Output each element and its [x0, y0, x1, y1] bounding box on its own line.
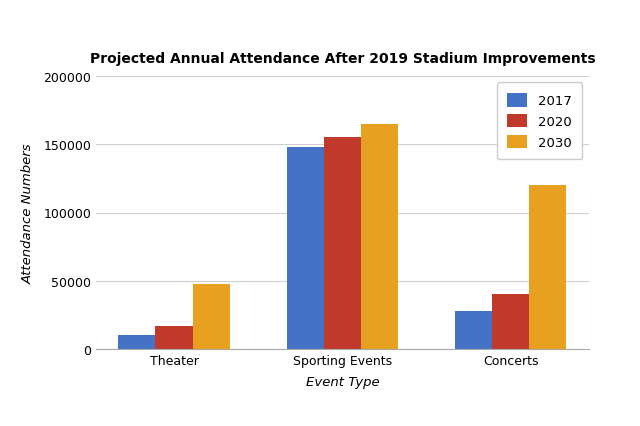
Bar — [118, 336, 156, 349]
Bar — [455, 311, 492, 349]
X-axis label: Event Type: Event Type — [305, 375, 380, 389]
Bar — [193, 284, 230, 349]
Bar — [492, 295, 529, 349]
Bar — [361, 124, 398, 349]
Bar — [156, 326, 193, 349]
Y-axis label: Attendance Numbers: Attendance Numbers — [22, 143, 35, 283]
Bar — [324, 138, 361, 349]
Bar — [287, 147, 324, 349]
Title: Projected Annual Attendance After 2019 Stadium Improvements: Projected Annual Attendance After 2019 S… — [90, 52, 595, 66]
Bar — [529, 186, 566, 349]
Legend: 2017, 2020, 2030: 2017, 2020, 2030 — [497, 83, 582, 160]
